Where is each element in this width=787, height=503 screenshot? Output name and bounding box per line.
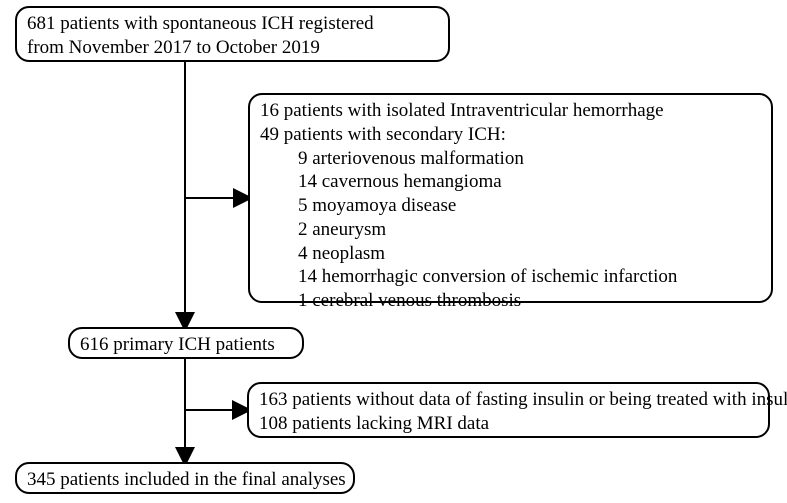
- flowchart-canvas: 681 patients with spontaneous ICH regist…: [0, 0, 787, 503]
- text-line: 5 moyamoya disease: [260, 194, 761, 218]
- text-line: 163 patients without data of fasting ins…: [259, 388, 758, 412]
- text-line: 681 patients with spontaneous ICH regist…: [27, 12, 438, 36]
- text-line: from November 2017 to October 2019: [27, 36, 438, 60]
- text-line: 9 arteriovenous malformation: [260, 147, 761, 171]
- text-line: 345 patients included in the final analy…: [27, 468, 343, 492]
- text-line: 616 primary ICH patients: [80, 333, 292, 357]
- box-exclusion-secondary: 16 patients with isolated Intraventricul…: [248, 93, 773, 303]
- box-primary-ich: 616 primary ICH patients: [68, 327, 304, 359]
- box-exclusion-insulin-mri: 163 patients without data of fasting ins…: [247, 382, 770, 438]
- box-registered-patients: 681 patients with spontaneous ICH regist…: [15, 6, 450, 62]
- text-line: 16 patients with isolated Intraventricul…: [260, 99, 761, 123]
- text-line: 14 cavernous hemangioma: [260, 170, 761, 194]
- text-line: 4 neoplasm: [260, 242, 761, 266]
- text-line: 1 cerebral venous thrombosis: [260, 289, 761, 313]
- box-final-analyses: 345 patients included in the final analy…: [15, 462, 355, 494]
- text-line: 2 aneurysm: [260, 218, 761, 242]
- text-line: 14 hemorrhagic conversion of ischemic in…: [260, 265, 761, 289]
- text-line: 108 patients lacking MRI data: [259, 412, 758, 436]
- text-line: 49 patients with secondary ICH:: [260, 123, 761, 147]
